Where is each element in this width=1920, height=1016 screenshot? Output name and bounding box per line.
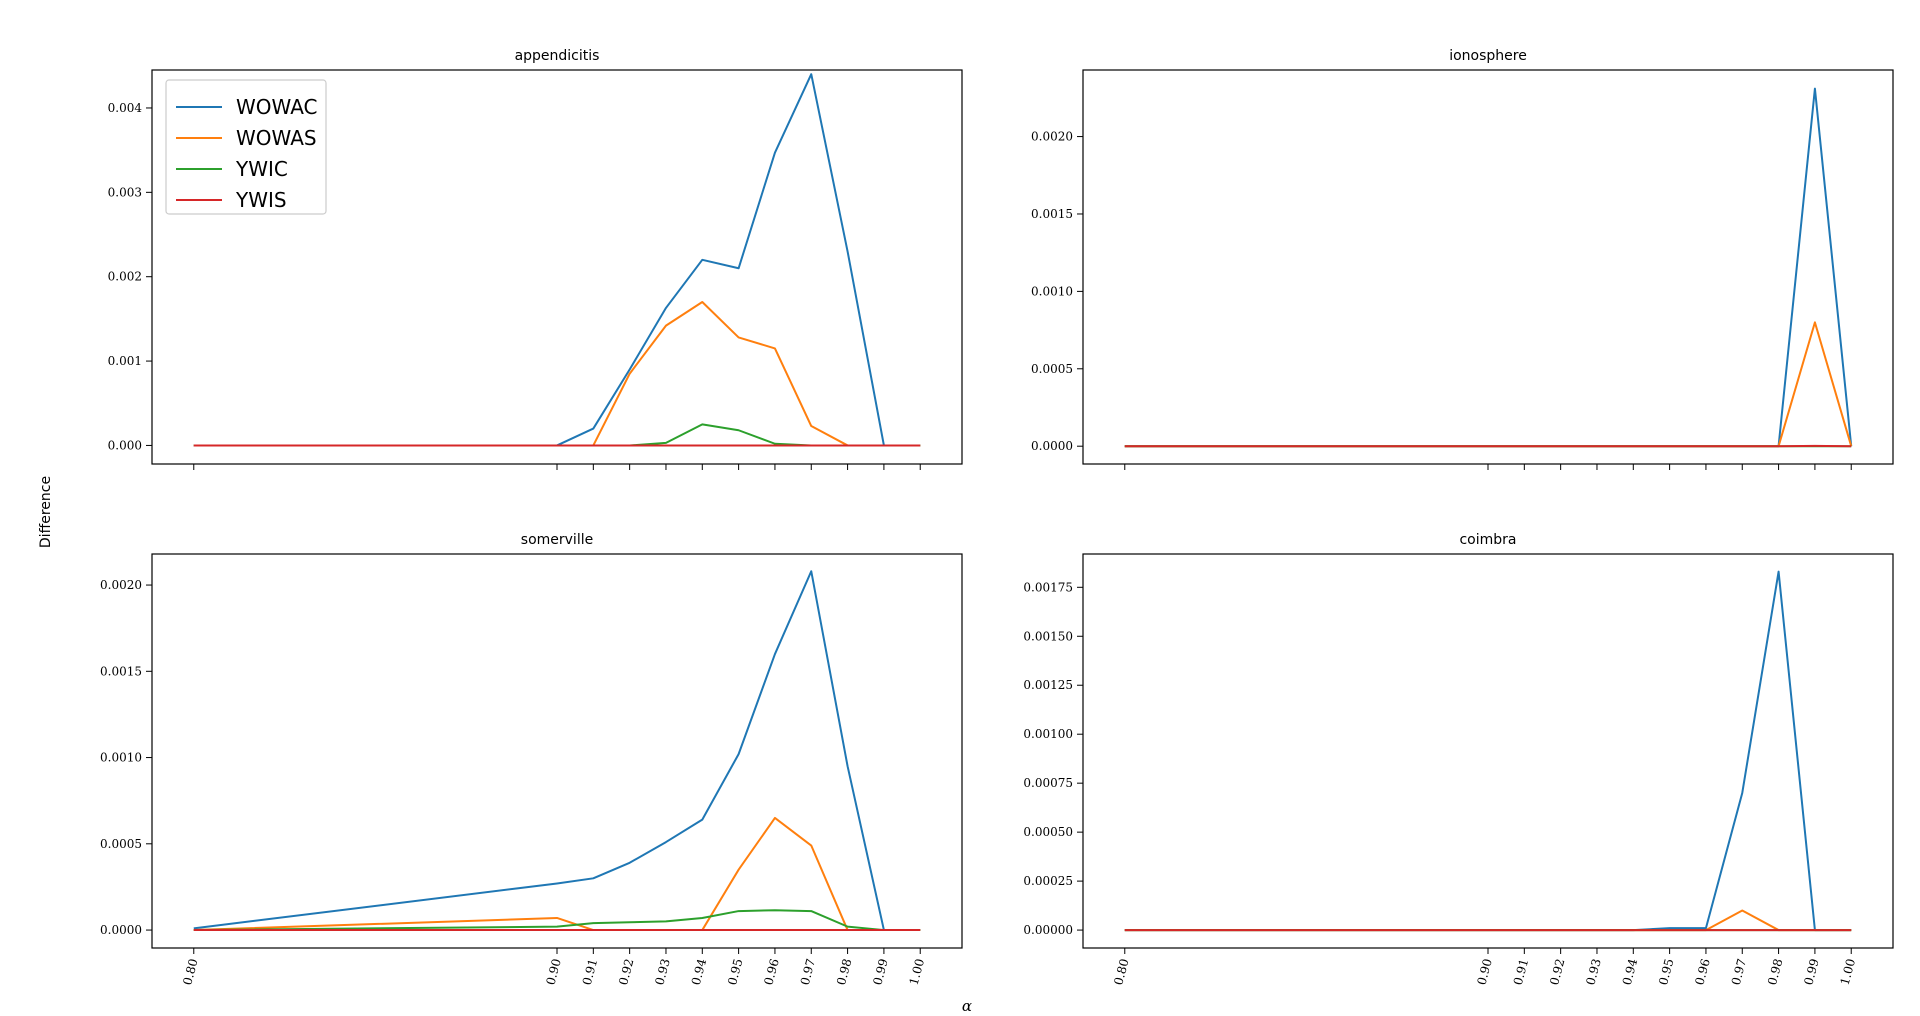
x-tick-label: 0.92 — [616, 957, 636, 986]
x-tick-label: 0.90 — [1474, 957, 1494, 986]
x-tick-label: 0.90 — [543, 957, 563, 986]
y-tick-label: 0.001 — [108, 354, 142, 368]
plot-area — [1082, 553, 1894, 949]
x-tick-label: 0.93 — [1583, 957, 1603, 986]
y-tick-label: 0.00125 — [1023, 678, 1073, 692]
y-tick-label: 0.00150 — [1023, 629, 1073, 643]
series-line-ywic — [193, 909, 921, 932]
subplot-appendicitis: appendicitis 0.000 0.001 0.002 0.003 0.004 WOW… — [108, 48, 963, 470]
x-tick-label: 0.98 — [1765, 957, 1785, 986]
legend-label: YWIS — [235, 188, 287, 212]
y-tick-label: 0.0010 — [1031, 284, 1073, 298]
plot-area — [151, 553, 963, 949]
panel-title: appendicitis — [515, 48, 600, 64]
x-tick-label: 0.99 — [1801, 957, 1821, 986]
y-tick-label: 0.0010 — [100, 751, 142, 765]
y-tick-label: 0.000 — [108, 438, 142, 452]
legend-frame — [165, 79, 327, 215]
series-line-wowac — [193, 570, 921, 932]
panel-title: ionosphere — [1449, 48, 1527, 64]
y-axis-label: Difference — [38, 476, 54, 548]
panel-title: coimbra — [1459, 532, 1516, 548]
y-tick-label: 0.003 — [108, 185, 142, 199]
series-line-ywic — [193, 423, 921, 447]
x-tick-label: 0.80 — [180, 957, 200, 986]
x-tick-label: 0.99 — [870, 957, 890, 986]
legend-label: WOWAS — [236, 126, 317, 150]
x-tick-label: 0.98 — [834, 957, 854, 986]
x-tick-label: 0.97 — [1729, 957, 1749, 986]
x-tick-label: 0.93 — [652, 957, 672, 986]
series-line-wowas — [193, 816, 921, 932]
panel-title: somerville — [521, 532, 593, 548]
y-tick-label: 0.004 — [108, 101, 143, 115]
subplot-somerville: somerville 0.0000 0.0005 0.0010 0.0015 0.0020… — [100, 532, 963, 987]
x-axis-label: α — [962, 997, 972, 1015]
x-tick-label: 0.96 — [1692, 957, 1712, 986]
series-line-wowac — [1124, 570, 1852, 932]
series-line-wowas — [1124, 909, 1852, 932]
plot-area — [1082, 69, 1894, 465]
y-tick-label: 0.00100 — [1023, 727, 1073, 741]
x-tick-label: 0.92 — [1547, 957, 1567, 986]
y-tick-label: 0.00025 — [1023, 874, 1073, 888]
series-line-wowas — [1124, 321, 1853, 448]
y-tick-label: 0.0020 — [100, 578, 142, 592]
y-tick-label: 0.0020 — [1031, 130, 1073, 144]
x-tick-label: 0.91 — [580, 957, 600, 986]
x-tick-label: 1.00 — [1838, 957, 1858, 986]
x-tick-label: 0.97 — [798, 957, 818, 986]
y-tick-label: 0.0000 — [100, 923, 142, 937]
y-tick-label: 0.0015 — [1031, 207, 1073, 221]
y-tick-label: 0.00050 — [1023, 825, 1073, 839]
subplot-coimbra: coimbra 0.00000 0.00025 0.00050 0.00075 0.001… — [1023, 532, 1894, 987]
series-line-wowac — [193, 73, 921, 447]
legend-label: YWIC — [235, 157, 288, 181]
x-tick-label: 0.94 — [1620, 957, 1641, 987]
plot-area — [151, 69, 963, 465]
y-tick-label: 0.00000 — [1023, 923, 1073, 937]
subplot-ionosphere: ionosphere 0.0000 0.0005 0.0010 0.0015 0.0020 — [1031, 48, 1894, 470]
series-line-wowas — [193, 301, 921, 447]
y-tick-label: 0.0005 — [1031, 362, 1073, 376]
y-tick-label: 0.0005 — [100, 837, 142, 851]
y-tick-label: 0.0015 — [100, 664, 142, 678]
y-tick-label: 0.0000 — [1031, 439, 1073, 453]
y-tick-label: 0.002 — [108, 270, 142, 284]
x-tick-label: 0.95 — [725, 957, 745, 986]
x-tick-label: 0.94 — [689, 957, 710, 987]
x-tick-label: 0.91 — [1511, 957, 1531, 986]
series-line-wowac — [1124, 87, 1853, 448]
y-tick-label: 0.00075 — [1023, 776, 1073, 790]
subplot-grid: appendicitis 0.000 0.001 0.002 0.003 0.004 WOW… — [100, 48, 1894, 987]
x-tick-label: 0.95 — [1656, 957, 1676, 986]
x-tick-label: 0.96 — [761, 957, 781, 986]
y-tick-label: 0.00175 — [1023, 580, 1073, 594]
x-tick-label: 1.00 — [907, 957, 927, 986]
legend-label: WOWAC — [236, 95, 318, 119]
x-tick-label: 0.80 — [1111, 957, 1131, 986]
legend: WOWAC WOWAS YWIC YWIS — [165, 79, 327, 215]
